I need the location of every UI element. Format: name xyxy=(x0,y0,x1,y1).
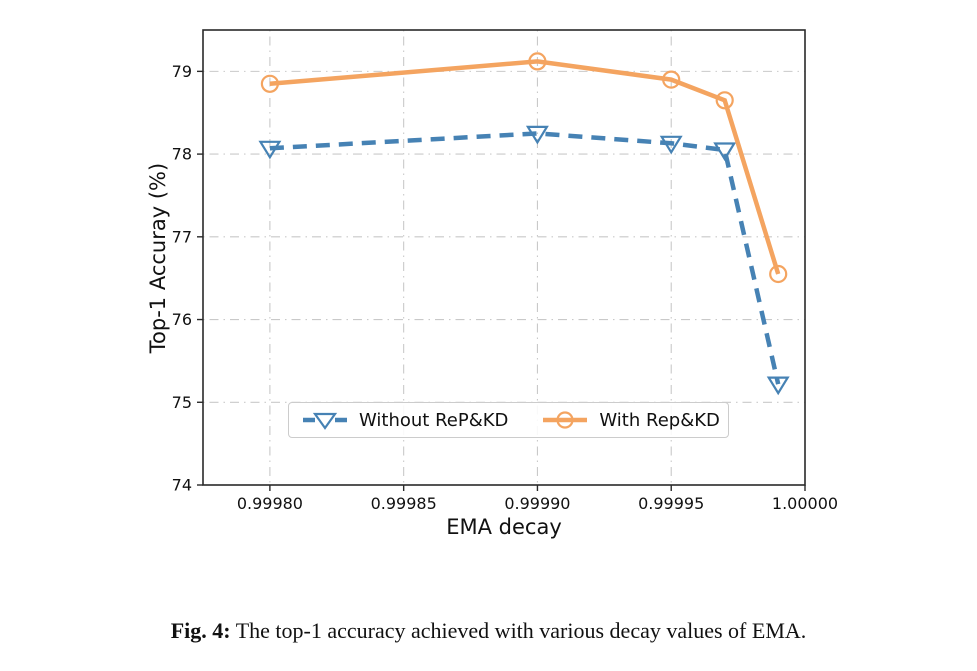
data-point-circle xyxy=(528,52,547,71)
ema-decay-chart: 0.99980 0.99985 0.99990 0.99995 1.00000 74 75 7… xyxy=(146,29,838,539)
data-point-circle xyxy=(769,264,788,284)
plot-border xyxy=(202,29,806,486)
x-axis-label: EMA decay xyxy=(446,515,562,539)
data-point-triangle-down xyxy=(525,125,549,145)
y-tick-label: 74 xyxy=(172,476,192,495)
legend-entry-with-repkd: With Rep&KD xyxy=(542,408,720,432)
y-tick-label: 78 xyxy=(172,145,192,164)
y-tick-label: 76 xyxy=(172,310,192,329)
legend-sample-dashed-triangle-icon xyxy=(303,412,347,430)
data-point-triangle-down xyxy=(258,140,282,160)
data-point-triangle-down xyxy=(766,376,790,396)
data-point-circle xyxy=(662,70,681,89)
y-tick-label: 75 xyxy=(172,393,192,412)
circle-marker-icon xyxy=(556,411,575,429)
y-tick-label: 77 xyxy=(172,227,192,246)
legend: Without ReP&KD With Rep&KD xyxy=(288,402,729,438)
data-point-triangle-down xyxy=(713,142,737,162)
x-tick-label: 0.99990 xyxy=(504,494,570,513)
series-line-0 xyxy=(269,131,781,385)
legend-sample-solid-circle-icon xyxy=(543,411,588,429)
x-tick-label: 0.99980 xyxy=(237,494,303,513)
data-point-triangle-down xyxy=(659,135,683,155)
data-point-circle xyxy=(260,74,279,93)
legend-label-with-repkd: With Rep&KD xyxy=(599,409,720,431)
caption-text: The top-1 accuracy achieved with various… xyxy=(235,618,807,643)
x-tick-label: 1.00000 xyxy=(772,494,838,513)
legend-entry-without-repkd: Without ReP&KD xyxy=(302,408,508,432)
data-point-circle xyxy=(715,91,734,110)
chart-canvas: 0.99980 0.99985 0.99990 0.99995 1.00000 74 75 7… xyxy=(172,29,838,513)
triangle-down-marker-icon xyxy=(312,412,338,430)
figure-caption: Fig. 4: The top-1 accuracy achieved with… xyxy=(0,618,977,644)
y-tick-label: 79 xyxy=(172,62,192,81)
legend-label-without-repkd: Without ReP&KD xyxy=(359,409,509,431)
series-line-1 xyxy=(269,59,781,275)
caption-label: Fig. 4: xyxy=(170,618,231,643)
x-tick-label: 0.99995 xyxy=(638,494,704,513)
x-tick-label: 0.99985 xyxy=(371,494,437,513)
y-axis-label: Top-1 Accuray (%) xyxy=(146,162,170,354)
